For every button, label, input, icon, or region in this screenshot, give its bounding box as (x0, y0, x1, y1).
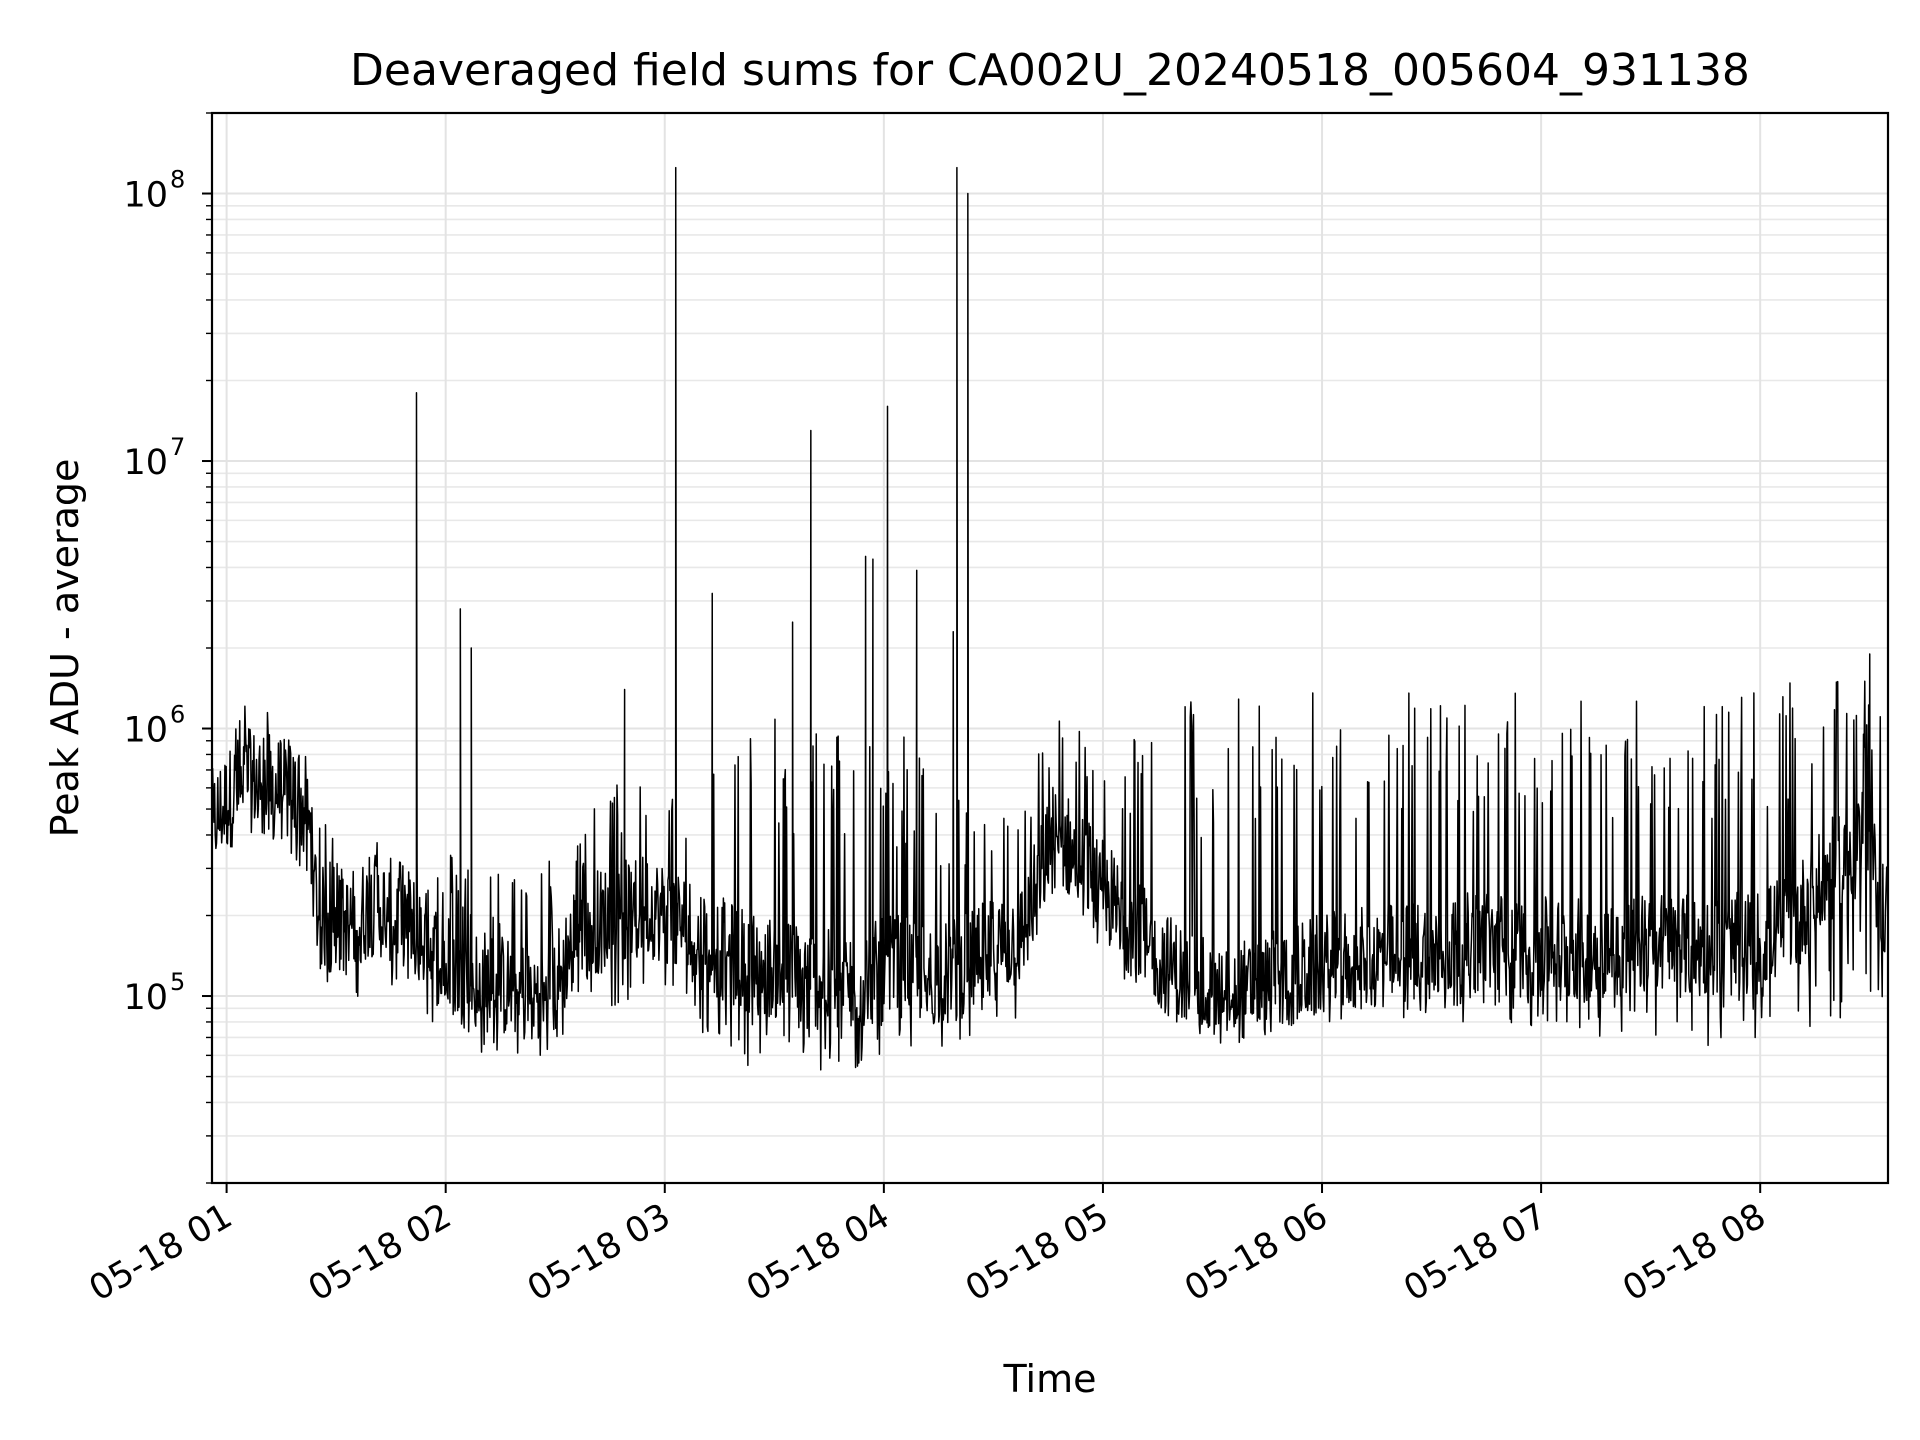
y-tick-exponent: 6 (170, 701, 185, 729)
chart-title: Deaveraged field sums for CA002U_2024051… (350, 45, 1750, 96)
y-tick-label: 10 (123, 978, 168, 1018)
y-tick-exponent: 7 (170, 433, 185, 461)
y-tick-exponent: 5 (170, 968, 185, 996)
data-series (211, 166, 1889, 1071)
x-axis-label: Time (1003, 1357, 1097, 1401)
series-line (211, 166, 1889, 1071)
y-tick-exponent: 8 (170, 166, 185, 194)
y-tick-label: 10 (123, 443, 168, 483)
y-tick-label: 10 (123, 176, 168, 216)
y-tick-label: 10 (123, 711, 168, 751)
y-axis-label: Peak ADU - average (43, 459, 87, 838)
